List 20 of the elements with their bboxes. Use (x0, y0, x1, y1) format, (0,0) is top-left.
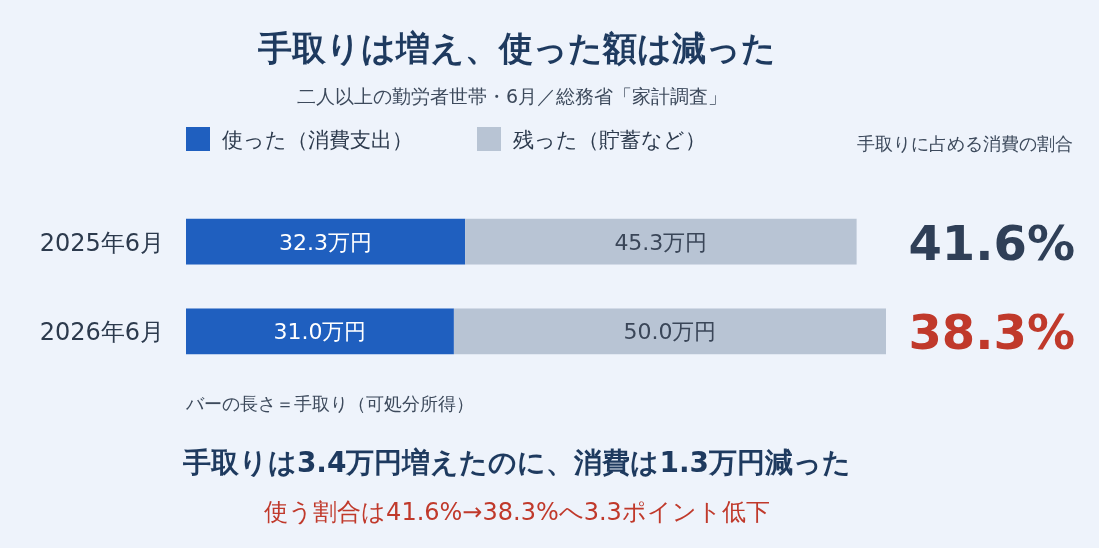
data-label: 32.3万円 (279, 229, 373, 255)
bar (186, 218, 466, 265)
bar (465, 218, 857, 265)
data-label: 45.3万円 (614, 229, 708, 255)
text: バーの長さ＝手取り（可処分所得） (185, 393, 474, 414)
text: 38.3% (908, 304, 1075, 361)
y-tick-label: 2026年6月 (39, 318, 164, 347)
y-tick-label: 2025年6月 (39, 228, 164, 257)
chart-title: 手取りは増え、使った額は減った (257, 28, 776, 68)
text: 使う割合は41.6%→38.3%へ3.3ポイント低下 (264, 498, 770, 526)
text: 手取りに占める消費の割合 (857, 133, 1073, 154)
text: 41.6% (908, 214, 1075, 271)
chart-subtitle: 二人以上の勤労者世帯・6月／総務省「家計調査」 (296, 85, 728, 107)
legend-label: 残った（貯蓄など） (513, 128, 706, 152)
bar (186, 308, 454, 355)
data-label: 31.0万円 (273, 319, 367, 345)
text: 手取りは3.4万円増えたのに、消費は1.3万円減った (181, 446, 852, 479)
legend-label: 使った（消費支出） (222, 128, 413, 152)
data-label: 50.0万円 (623, 319, 717, 345)
bar (453, 308, 886, 355)
